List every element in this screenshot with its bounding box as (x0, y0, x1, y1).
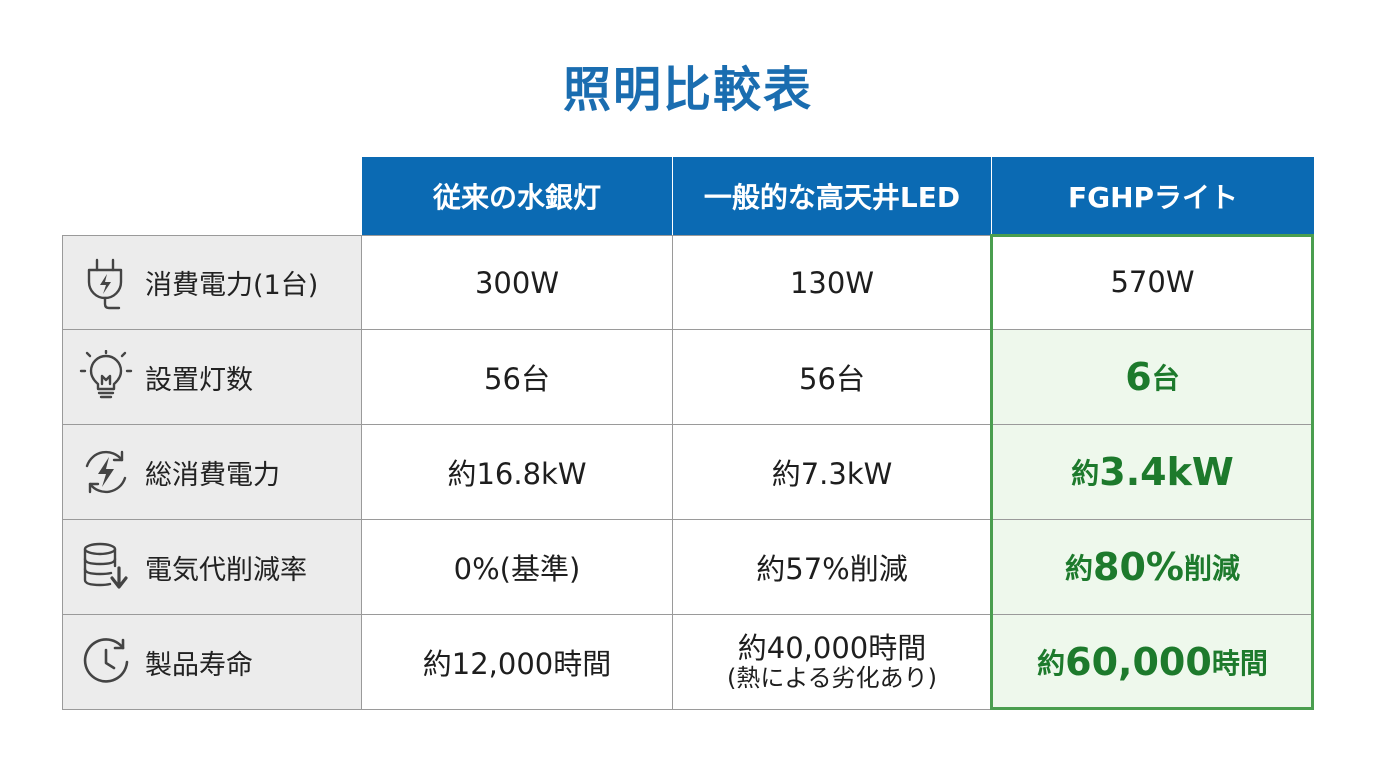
row-label-lifetime: 製品寿命 (62, 615, 362, 710)
column-header-led: 一般的な高天井LED (673, 157, 992, 235)
column-header-fghp: FGHPライト (992, 157, 1314, 235)
led-power-value: 130W (673, 235, 992, 330)
database-down-icon (83, 542, 128, 589)
led-fixtures-value: 56台 (673, 330, 992, 425)
plug-lightning-icon (87, 258, 123, 309)
fghp-main-value: 6 (1125, 355, 1152, 399)
clock-icon (83, 638, 129, 683)
row-label-cost-reduction: 電気代削減率 (62, 520, 362, 615)
fghp-main-value: 80% (1093, 545, 1184, 589)
row-label-text: 設置灯数 (145, 364, 253, 396)
fghp-prefix: 約 (1071, 457, 1100, 490)
fghp-prefix: 約 (1065, 552, 1094, 585)
table-corner (62, 157, 362, 235)
row-label-text: 総消費電力 (145, 459, 280, 491)
led-lifetime-value: 約40,000時間 (熱による劣化あり) (673, 615, 992, 710)
fghp-prefix: 約 (1037, 647, 1066, 680)
led-cost-reduction-value: 約57%削減 (673, 520, 992, 615)
fghp-suffix: 台 (1151, 362, 1180, 395)
row-label-power: 消費電力(1台) (62, 235, 362, 330)
mercury-power-value: 300W (362, 235, 673, 330)
mercury-total-power-value: 約16.8kW (362, 425, 673, 520)
power-cycle-icon (85, 450, 127, 494)
led-lifetime-main: 約40,000時間 (737, 630, 927, 665)
mercury-fixtures-value: 56台 (362, 330, 673, 425)
mercury-cost-reduction-value: 0%(基準) (362, 520, 673, 615)
row-label-text: 電気代削減率 (145, 554, 307, 586)
fghp-cost-reduction-value: 約 80% 削減 (992, 520, 1314, 615)
fghp-lifetime-value: 約 60,000 時間 (992, 615, 1314, 710)
fghp-power-value: 570W (992, 235, 1314, 330)
led-lifetime-note: (熱による劣化あり) (726, 663, 937, 692)
row-label-text: 製品寿命 (145, 649, 253, 681)
column-header-mercury: 従来の水銀灯 (362, 157, 673, 235)
row-label-text: 消費電力(1台) (145, 270, 319, 301)
comparison-table: 従来の水銀灯 一般的な高天井LED FGHPライト 消費電力(1台) 300W … (62, 157, 1314, 710)
light-bulb-icon (79, 350, 133, 399)
fghp-main-value: 570W (1110, 265, 1195, 299)
led-total-power-value: 約7.3kW (673, 425, 992, 520)
page-title: 照明比較表 (562, 62, 813, 118)
fghp-main-value: 3.4kW (1099, 450, 1234, 494)
row-label-fixtures: 設置灯数 (62, 330, 362, 425)
row-label-total-power: 総消費電力 (62, 425, 362, 520)
fghp-total-power-value: 約 3.4kW (992, 425, 1314, 520)
fghp-main-value: 60,000 (1065, 640, 1212, 684)
mercury-lifetime-value: 約12,000時間 (362, 615, 673, 710)
fghp-suffix: 時間 (1211, 647, 1268, 680)
fghp-suffix: 削減 (1183, 552, 1240, 585)
